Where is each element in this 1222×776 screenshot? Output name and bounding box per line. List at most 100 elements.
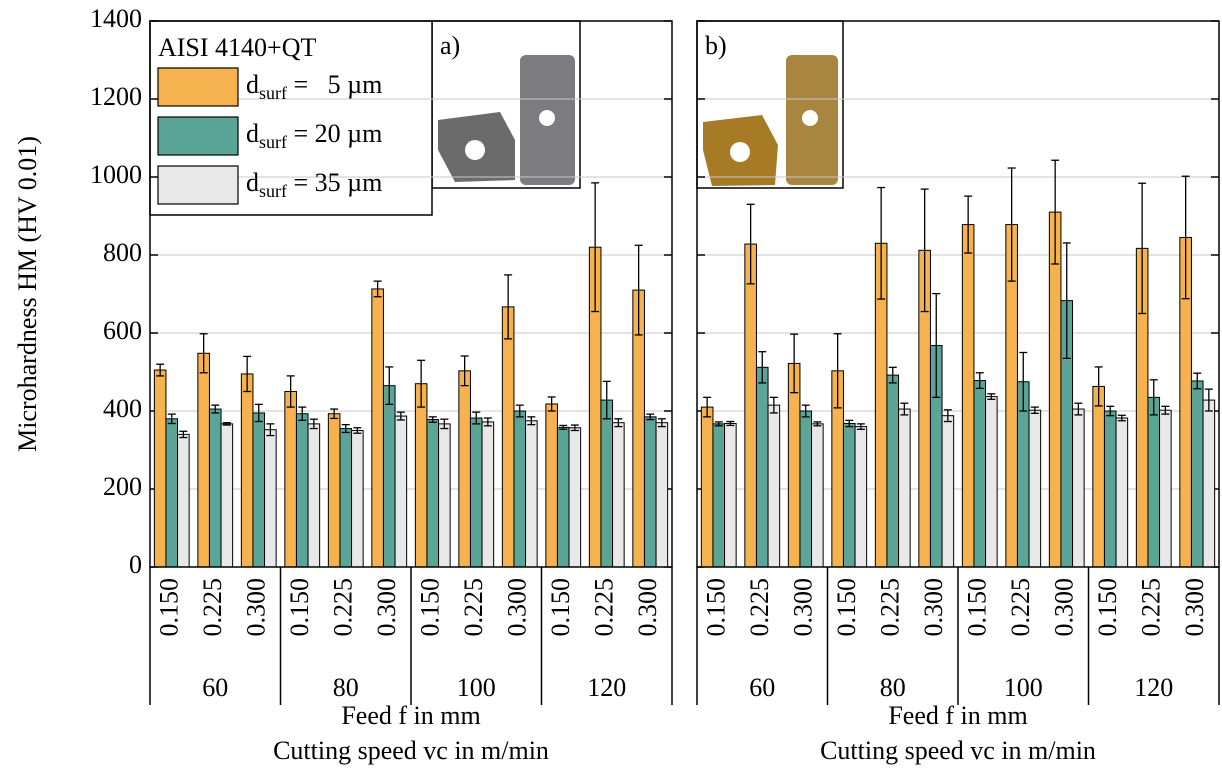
- bar: [351, 430, 364, 568]
- bar: [307, 423, 321, 568]
- bar: [458, 370, 471, 568]
- bar: [767, 404, 781, 568]
- bar: [787, 362, 801, 568]
- bar: [382, 385, 396, 568]
- bar: [655, 422, 669, 568]
- error-bar: [460, 355, 469, 387]
- y-tick-label: 1400: [90, 4, 142, 33]
- error-bar: [833, 333, 842, 409]
- bar: [220, 423, 234, 568]
- error-bar: [254, 403, 263, 423]
- error-bar: [726, 420, 735, 427]
- y-tick-label: 400: [103, 394, 142, 423]
- error-bar: [1193, 372, 1202, 390]
- error-bar: [504, 274, 513, 340]
- bar: [264, 429, 277, 568]
- bar: [1147, 396, 1161, 568]
- bar: [327, 413, 341, 568]
- x-tick-label: 0.225: [459, 578, 488, 637]
- error-bar: [330, 408, 339, 420]
- error-bar: [1117, 414, 1126, 422]
- bar: [985, 396, 998, 568]
- legend-label-part: = 5 µm: [287, 70, 382, 99]
- error-bar: [211, 404, 220, 414]
- bar: [1159, 409, 1172, 568]
- bar: [886, 374, 900, 568]
- error-bar: [266, 423, 275, 437]
- bar: [252, 412, 266, 568]
- error-bar: [1074, 402, 1083, 416]
- bar: [545, 403, 558, 568]
- error-bar: [298, 406, 307, 422]
- legend-label-part: = 35 µm: [287, 168, 382, 197]
- error-bar: [515, 404, 524, 418]
- error-bar: [243, 355, 252, 393]
- error-bar: [373, 280, 382, 298]
- error-bar: [385, 366, 394, 406]
- error-bar: [813, 421, 822, 427]
- x-tick-label: 0.225: [329, 578, 358, 637]
- y-tick-label: 600: [103, 316, 142, 345]
- group-label: 80: [333, 673, 359, 702]
- error-bar: [1030, 406, 1039, 414]
- inset-photo: [431, 20, 581, 189]
- bar: [1072, 408, 1085, 568]
- bar: [568, 427, 582, 568]
- error-bar: [920, 188, 929, 313]
- x-tick-label: 0.150: [155, 578, 184, 637]
- legend-swatch: [157, 116, 239, 156]
- error-bar: [790, 333, 799, 394]
- annotation: AISI 4140+QT: [158, 33, 316, 62]
- x-tick-label: 0.150: [963, 578, 992, 637]
- legend-label-part: surf: [259, 83, 287, 103]
- error-bar: [156, 363, 165, 377]
- x-tick-label: 0.300: [242, 578, 271, 637]
- bar: [842, 422, 856, 568]
- bar: [394, 415, 408, 568]
- bar: [438, 423, 451, 568]
- legend-label-part: d: [246, 168, 259, 197]
- group-label: 80: [880, 673, 906, 702]
- y-tick-label: 200: [103, 472, 142, 501]
- error-bar: [746, 203, 755, 285]
- error-bar: [417, 359, 426, 408]
- error-bar: [943, 409, 952, 423]
- y-tick-label: 1200: [90, 82, 142, 111]
- bar: [973, 380, 987, 568]
- bar: [371, 288, 384, 568]
- bar: [525, 420, 538, 568]
- bar: [513, 410, 527, 568]
- legend-label: dsurf = 5 µm: [246, 70, 382, 103]
- error-bar: [1062, 242, 1071, 360]
- x-tick-label: 0.300: [372, 578, 401, 637]
- error-bar: [758, 351, 767, 384]
- bar: [339, 428, 353, 568]
- x-axis-title: Cutting speed vc in m/min: [820, 736, 1096, 765]
- error-bar: [1094, 366, 1103, 407]
- x-tick-label: 0.225: [745, 578, 774, 637]
- legend-swatch: [157, 165, 239, 205]
- x-tick-label: 0.150: [285, 578, 314, 637]
- error-bar: [769, 396, 778, 414]
- error-bar: [353, 427, 362, 434]
- error-bar: [1204, 388, 1213, 412]
- bar: [1028, 409, 1042, 568]
- error-bar: [1138, 182, 1147, 315]
- error-bar: [547, 396, 556, 412]
- bar: [208, 408, 222, 568]
- x-tick-label: 0.225: [876, 578, 905, 637]
- x-tick-label: 0.300: [633, 578, 662, 637]
- error-bar: [1149, 379, 1158, 416]
- bar: [177, 433, 190, 568]
- error-bar: [714, 421, 723, 427]
- error-bar: [856, 423, 865, 430]
- bar: [724, 422, 737, 568]
- legend-label-part: d: [246, 119, 259, 148]
- bar: [1048, 211, 1062, 568]
- error-bar: [646, 413, 655, 421]
- x-tick-label: 0.150: [1093, 578, 1122, 637]
- panel-label: a): [440, 31, 460, 60]
- bar: [481, 421, 495, 568]
- bar: [712, 423, 726, 568]
- bar: [469, 417, 483, 568]
